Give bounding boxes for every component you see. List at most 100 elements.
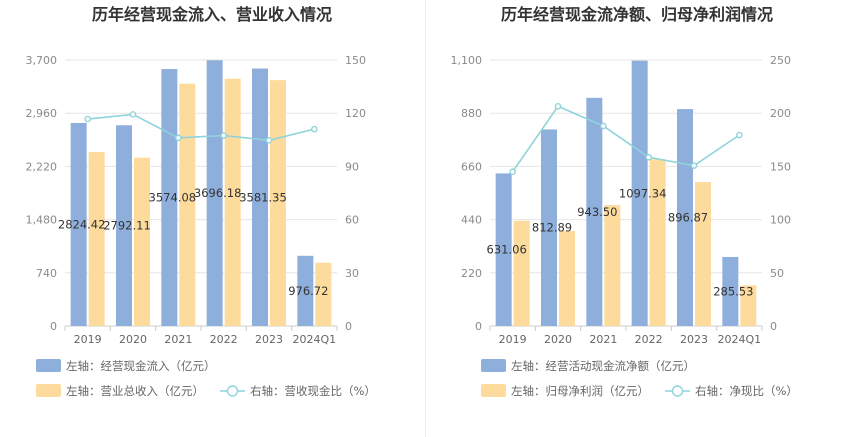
bar-value-label: 896.87 [668, 211, 708, 225]
bar-primary [252, 68, 268, 327]
bar-primary [297, 255, 314, 326]
legend-swatch [481, 384, 506, 397]
right-axis-tick: 250 [770, 54, 791, 67]
ratio-point [84, 115, 91, 123]
bar-value-label: 631.06 [487, 243, 527, 257]
bar-value-label: 285.53 [713, 284, 753, 298]
ratio-line [87, 113, 315, 142]
chart-panel-cash-inflow: 历年经营现金流入、营业收入情况 0 740 1,480 2,220 2,960 3,700 0… [26, 5, 376, 398]
x-axis-tick: 2022 [635, 333, 663, 346]
bar-value-label: 3581.35 [239, 190, 287, 204]
bar-secondary [134, 157, 150, 326]
left-axis-tick: 660 [461, 160, 482, 173]
legend-label: 右轴：净现比（%） [695, 384, 798, 398]
left-axis-tick: 2,960 [26, 107, 58, 120]
legend-marker [226, 385, 239, 397]
bar-secondary [88, 152, 105, 326]
x-axis-tick: 2021 [164, 333, 192, 346]
left-axis-tick: 880 [461, 107, 482, 120]
bar-value-label: 976.72 [288, 284, 328, 298]
right-axis-tick: 200 [770, 107, 791, 120]
ratio-point [600, 122, 607, 130]
ratio-point [645, 153, 652, 161]
bar-primary [631, 60, 648, 326]
bar-secondary [740, 285, 757, 326]
right-axis-tick: 150 [345, 54, 366, 67]
bar-primary [541, 129, 557, 326]
right-axis-tick: 150 [770, 160, 791, 173]
x-axis-tick: 2019 [499, 333, 527, 346]
bar-value-label: 2824.42 [58, 217, 106, 231]
bar-secondary [604, 205, 621, 326]
bar-primary [586, 97, 603, 326]
bar-secondary [179, 83, 196, 326]
ratio-point [736, 131, 743, 139]
chart-panel-net-cash: 历年经营现金流净额、归母净利润情况 0 220 440 660 880 1,100 0 50 10… [425, 0, 850, 437]
bar-value-label: 3696.18 [194, 186, 242, 200]
bar-value-label: 3574.08 [149, 191, 197, 205]
right-axis-tick: 100 [770, 214, 791, 227]
x-axis-tick: 2024Q1 [718, 333, 762, 346]
left-axis-tick: 1,480 [26, 214, 58, 227]
bar-value-label: 2792.11 [103, 219, 151, 233]
legend-label: 左轴：经营现金流入（亿元） [66, 359, 216, 373]
chart-net-cash-profit: 历年经营现金流净额、归母净利润情况 0 220 440 660 880 1,100 0 50 10… [451, 5, 798, 398]
x-axis-tick: 2020 [119, 333, 147, 346]
legend-label: 左轴：归母净利润（亿元） [511, 384, 649, 398]
right-axis-tick: 90 [345, 160, 359, 173]
left-axis-tick: 740 [36, 267, 57, 280]
bar-secondary [513, 220, 530, 326]
right-axis-tick: 30 [345, 267, 359, 280]
legend-swatch [36, 384, 61, 397]
x-axis-tick: 2020 [544, 333, 572, 346]
right-axis-tick: 60 [345, 214, 359, 227]
left-axis-tick: 1,100 [451, 54, 483, 67]
ratio-point [220, 132, 227, 139]
right-axis-tick: 0 [345, 320, 352, 333]
left-axis-tick: 220 [461, 267, 482, 280]
bar-secondary [695, 182, 711, 326]
left-axis-tick: 0 [475, 320, 482, 333]
x-axis-tick: 2023 [680, 333, 708, 346]
right-axis-tick: 50 [770, 267, 784, 280]
legend-marker [671, 385, 684, 397]
bar-primary [116, 125, 132, 326]
bar-primary [206, 60, 223, 326]
legend-swatch [36, 359, 61, 372]
ratio-point [554, 102, 562, 110]
bar-primary [495, 173, 512, 326]
ratio-point [690, 162, 698, 169]
left-axis-tick: 3,700 [26, 54, 58, 67]
bar-primary [161, 69, 178, 327]
left-axis-tick: 0 [50, 320, 57, 333]
bar-secondary [270, 80, 286, 326]
ratio-point [175, 134, 182, 142]
bar-primary [70, 122, 87, 326]
chart-title: 历年经营现金流净额、归母净利润情况 [501, 5, 773, 24]
legend-label: 左轴：经营活动现金流净额（亿元） [511, 359, 695, 373]
left-axis-tick: 2,220 [26, 160, 58, 173]
x-axis-tick: 2023 [255, 333, 283, 346]
bar-secondary [315, 262, 332, 326]
right-axis-tick: 0 [770, 320, 777, 333]
ratio-point [265, 137, 273, 144]
ratio-point [129, 111, 137, 118]
bar-value-label: 943.50 [577, 205, 617, 219]
legend-label: 右轴：营收现金比（%） [250, 384, 376, 398]
x-axis-tick: 2021 [589, 333, 617, 346]
bar-primary [722, 256, 739, 326]
chart-cash-inflow-revenue: 历年经营现金流入、营业收入情况 0 740 1,480 2,220 2,960 3,700 0… [26, 5, 376, 398]
right-axis-tick: 120 [345, 107, 366, 120]
x-axis-tick: 2019 [74, 333, 102, 346]
legend-swatch [481, 359, 506, 372]
bar-value-label: 1097.34 [619, 186, 667, 200]
ratio-line [512, 105, 740, 173]
bar-secondary [224, 78, 241, 326]
x-axis-tick: 2022 [210, 333, 238, 346]
ratio-point [509, 168, 516, 176]
ratio-point [311, 125, 318, 133]
panel-divider [425, 0, 426, 437]
bar-secondary [559, 230, 575, 326]
bar-value-label: 812.89 [532, 221, 572, 235]
legend-label: 左轴：营业总收入（亿元） [66, 384, 204, 398]
